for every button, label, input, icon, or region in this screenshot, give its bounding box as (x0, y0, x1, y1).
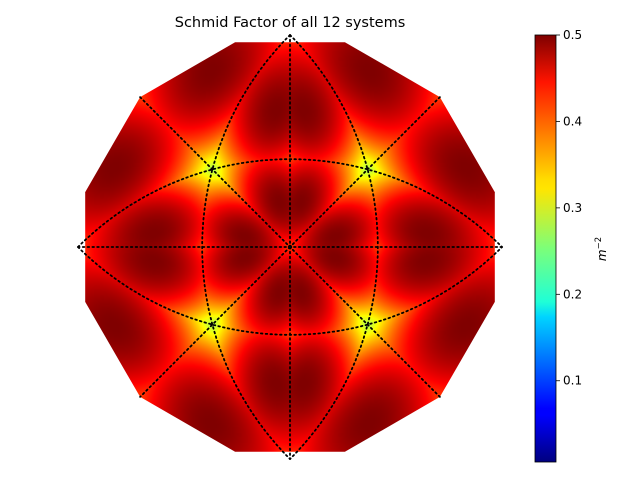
colorbar-tick-label: 0.2 (563, 287, 582, 301)
projection-grid (77, 34, 503, 460)
colorbar-ticks: 0.1 0.2 0.3 0.4 0.5 (556, 28, 582, 388)
colorbar-tick-label: 0.1 (563, 374, 582, 388)
center-pole-marker (287, 244, 293, 250)
colorbar-label: m−2 (594, 237, 609, 261)
colorbar: 0.1 0.2 0.3 0.4 0.5 m−2 (534, 28, 609, 463)
grid-great-circle (289, 96, 441, 248)
colorbar-fill (534, 34, 557, 463)
grid-great-circle (139, 246, 291, 398)
chart-title: Schmid Factor of all 12 systems (175, 15, 406, 31)
grid-great-circle (289, 34, 379, 460)
grid-great-circle (201, 34, 291, 460)
grid-great-circle (77, 246, 503, 336)
colorbar-tick-label: 0.4 (563, 114, 582, 128)
grid-great-circle (77, 158, 503, 248)
colorbar-tick-label: 0.5 (563, 28, 582, 42)
colorbar-tick-label: 0.3 (563, 201, 582, 215)
